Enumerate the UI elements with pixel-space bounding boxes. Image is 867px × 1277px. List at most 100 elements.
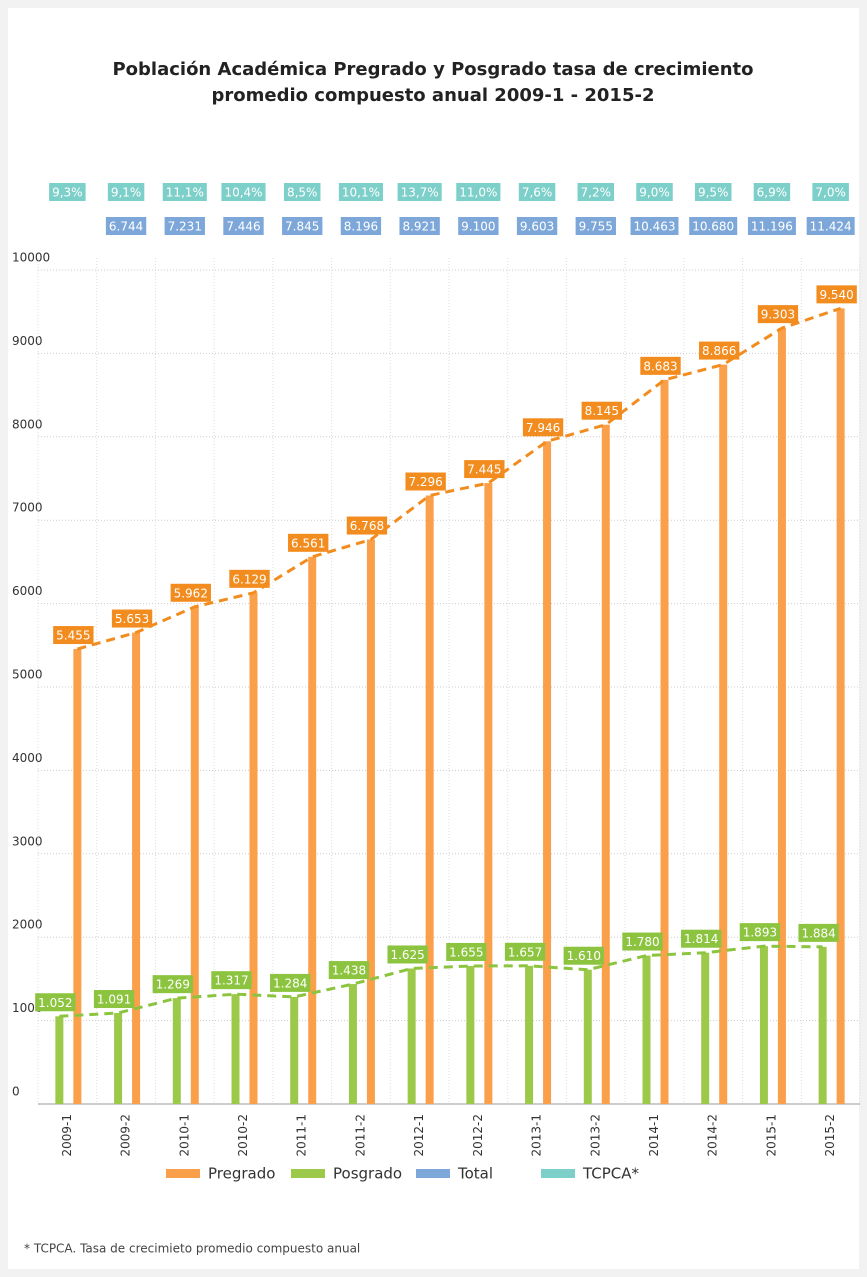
y-tick-label: 2000 <box>12 918 43 932</box>
value-label-box <box>522 418 564 437</box>
value-label: 1.269 <box>156 978 190 992</box>
bar <box>719 364 728 1105</box>
value-label-box <box>49 183 86 201</box>
value-label: 8.196 <box>344 220 378 234</box>
value-label: 1.091 <box>97 993 131 1007</box>
value-label: 7,6% <box>522 186 553 200</box>
value-label: 7.946 <box>526 421 560 435</box>
value-label: 6.129 <box>232 572 266 586</box>
value-label-box <box>399 217 440 235</box>
value-label: 1.814 <box>684 932 718 946</box>
legend-label: TCPCA* <box>582 1165 640 1183</box>
value-label: 6.768 <box>350 519 384 533</box>
y-tick-label: 10000 <box>12 251 50 265</box>
y-tick-label: 3000 <box>12 834 43 848</box>
bar <box>759 946 768 1104</box>
value-label: 7.231 <box>168 220 202 234</box>
value-label-box <box>622 932 663 951</box>
value-label-box <box>282 217 323 235</box>
value-label: 11,0% <box>459 186 497 200</box>
x-tick-label: 2013-2 <box>588 1114 602 1157</box>
value-label-box <box>221 183 266 201</box>
value-label: 7.446 <box>226 220 260 234</box>
value-label-box <box>640 356 681 375</box>
value-label-box <box>636 183 673 201</box>
bar <box>701 952 710 1104</box>
value-label: 1.610 <box>567 949 601 963</box>
bar <box>308 556 317 1104</box>
value-label-box <box>35 993 76 1012</box>
bar <box>249 592 258 1104</box>
value-label: 5.455 <box>56 629 90 643</box>
value-label: 8.683 <box>643 359 677 373</box>
value-label-box <box>387 945 428 964</box>
value-label: 6.744 <box>109 220 143 234</box>
value-label: 10,1% <box>342 186 380 200</box>
legend-label: Posgrado <box>333 1165 402 1183</box>
value-label: 1.657 <box>508 945 542 959</box>
x-tick-label: 2014-2 <box>706 1114 720 1157</box>
bar <box>466 965 475 1104</box>
y-tick-label: 8000 <box>12 417 43 431</box>
bar <box>525 965 534 1104</box>
chart-title: promedio compuesto anual 2009-1 - 2015-2 <box>212 85 655 106</box>
value-label: 9.540 <box>819 288 853 302</box>
value-label-box <box>753 183 791 201</box>
value-label: 7.845 <box>285 220 319 234</box>
value-label-box <box>458 217 499 235</box>
value-label: 9,1% <box>111 186 142 200</box>
x-tick-label: 2011-2 <box>353 1114 367 1157</box>
value-label-box <box>283 183 321 201</box>
value-label: 5.962 <box>174 586 208 600</box>
y-tick-label: 1000 <box>12 1001 43 1015</box>
bar <box>642 955 651 1104</box>
x-tick-label: 2012-2 <box>471 1114 485 1157</box>
bar <box>231 994 240 1104</box>
value-label-box <box>397 183 442 201</box>
x-tick-label: 2015-1 <box>764 1114 778 1157</box>
value-label-box <box>328 961 370 980</box>
value-label-box <box>757 305 799 324</box>
bar <box>290 996 299 1104</box>
value-label: 1.317 <box>214 974 248 988</box>
trend-line <box>76 306 842 651</box>
value-label-box <box>270 973 311 992</box>
value-label: 8.921 <box>402 220 436 234</box>
legend-label: Pregrado <box>208 1165 275 1183</box>
value-label-box <box>681 929 722 948</box>
value-label-box <box>806 217 855 235</box>
bar <box>601 424 610 1104</box>
bar <box>425 495 434 1104</box>
bar <box>407 968 416 1104</box>
value-label-box <box>223 217 264 235</box>
legend-swatch <box>166 1169 200 1178</box>
value-label: 9.303 <box>761 308 795 322</box>
value-label: 8.866 <box>702 344 736 358</box>
value-label-box <box>694 183 732 201</box>
value-label: 11.196 <box>751 220 793 234</box>
y-tick-label: 4000 <box>12 751 43 765</box>
value-label-box <box>630 217 679 235</box>
value-label: 13,7% <box>401 186 439 200</box>
chart-title: Población Académica Pregrado y Posgrado … <box>112 59 753 80</box>
value-label-box <box>699 341 740 360</box>
value-label-box <box>504 942 546 961</box>
value-label-box <box>516 217 558 235</box>
x-tick-label: 2010-2 <box>236 1114 250 1157</box>
value-label: 11,1% <box>166 186 204 200</box>
bar <box>484 483 493 1104</box>
footnote: * TCPCA. Tasa de crecimieto promedio com… <box>24 1242 360 1256</box>
value-label-box <box>563 946 604 965</box>
value-label: 1.884 <box>801 926 835 940</box>
value-label: 1.438 <box>332 964 366 978</box>
value-label-box <box>164 217 205 235</box>
y-tick-label: 9000 <box>12 334 43 348</box>
value-label-box <box>170 583 211 602</box>
value-label: 10.463 <box>634 220 676 234</box>
bar <box>366 539 375 1104</box>
value-label-box <box>575 217 616 235</box>
value-label-box <box>346 516 388 535</box>
bar <box>660 379 669 1105</box>
value-label-box <box>446 942 487 961</box>
